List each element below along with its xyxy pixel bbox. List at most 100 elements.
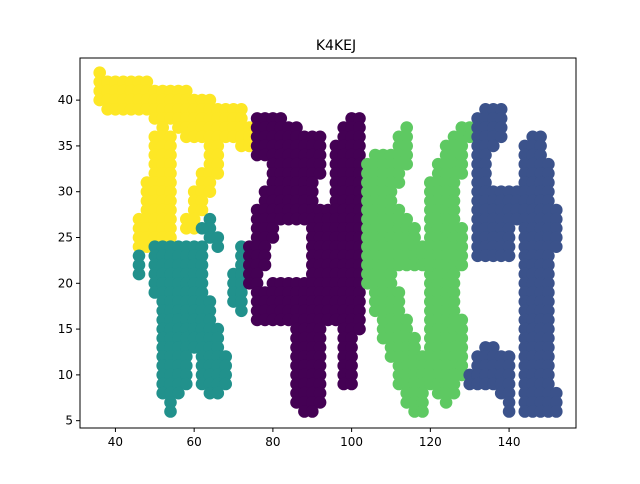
scatter-point (211, 240, 225, 253)
scatter-point (542, 331, 555, 345)
scatter-point (550, 386, 563, 400)
scatter-point (439, 396, 453, 409)
scatter-point (392, 286, 406, 299)
scatter-point (274, 112, 288, 125)
scatter-point (534, 148, 547, 162)
scatter-point (345, 377, 358, 391)
scatter-point (266, 231, 280, 244)
scatter-point (211, 157, 225, 171)
scatter-point (384, 185, 398, 198)
scatter-point (384, 277, 398, 290)
scatter-point (313, 130, 327, 144)
scatter-point (455, 341, 469, 354)
scatter-point (353, 322, 366, 336)
scatter-point (447, 176, 461, 189)
chart-title: K4KEJ (316, 38, 356, 54)
y-tick-label: 5 (65, 414, 73, 428)
scatter-point (195, 267, 209, 281)
scatter-point (502, 222, 516, 235)
scatter-point (164, 405, 177, 418)
scatter-point (455, 222, 469, 235)
scatter-point (219, 359, 232, 373)
scatter-point (195, 194, 209, 208)
scatter-point (195, 249, 209, 263)
scatter-point (416, 386, 429, 400)
scatter-point (235, 295, 248, 308)
scatter-point (195, 222, 209, 235)
scatter-point (550, 396, 563, 409)
scatter-point (345, 359, 358, 373)
scatter-point (550, 222, 563, 235)
scatter-point (542, 267, 555, 281)
scatter-point (542, 295, 555, 308)
scatter-point (502, 377, 516, 391)
scatter-point (219, 377, 232, 391)
scatter-point (211, 386, 225, 400)
scatter-point (494, 121, 508, 134)
scatter-point (487, 139, 500, 153)
scatter-point (400, 157, 414, 171)
scatter-point (400, 148, 414, 162)
scatter-point (306, 176, 319, 189)
scatter-point (534, 139, 547, 153)
scatter-point (180, 350, 193, 363)
scatter-point (250, 267, 264, 281)
scatter-point (290, 121, 303, 134)
scatter-point (487, 341, 500, 354)
points-layer (93, 66, 563, 418)
scatter-point (400, 313, 414, 327)
scatter-point (455, 249, 469, 263)
scatter-point (542, 322, 555, 336)
scatter-point (195, 203, 209, 217)
scatter-point (313, 368, 327, 382)
scatter-point (392, 176, 406, 189)
x-tick-label: 100 (340, 435, 363, 449)
scatter-point (542, 359, 555, 373)
scatter-point (353, 295, 366, 308)
scatter-point (447, 295, 461, 308)
scatter-point (195, 286, 209, 299)
scatter-point (313, 331, 327, 345)
scatter-point (266, 222, 280, 235)
scatter-point (345, 341, 358, 354)
scatter-point (353, 304, 366, 318)
scatter-point (447, 286, 461, 299)
scatter-point (542, 176, 555, 189)
scatter-point (455, 139, 469, 153)
scatter-point (235, 286, 248, 299)
scatter-point (400, 121, 414, 134)
scatter-point (455, 148, 469, 162)
scatter-point (313, 167, 327, 180)
x-tick-label: 40 (108, 435, 123, 449)
scatter-point (392, 203, 406, 217)
scatter-point (180, 84, 193, 98)
scatter-point (542, 313, 555, 327)
scatter-point (313, 341, 327, 354)
scatter-point (353, 286, 366, 299)
scatter-point (235, 304, 248, 318)
scatter-point (313, 377, 327, 391)
scatter-point (180, 368, 193, 382)
scatter-point (180, 377, 193, 391)
scatter-point (203, 295, 217, 308)
scatter-point (203, 93, 217, 107)
scatter-point (235, 112, 248, 125)
scatter-point (455, 240, 469, 253)
x-tick-label: 60 (187, 435, 202, 449)
scatter-point (203, 304, 217, 318)
scatter-point (479, 157, 492, 171)
scatter-point (542, 277, 555, 290)
scatter-point (384, 267, 398, 281)
scatter-point (542, 350, 555, 363)
scatter-point (400, 322, 414, 336)
scatter-point (502, 231, 516, 244)
scatter-point (542, 167, 555, 180)
scatter-point (542, 258, 555, 272)
scatter-point (313, 148, 327, 162)
scatter-point (306, 194, 319, 208)
scatter-point (164, 157, 177, 171)
x-axis: 40 60 80 100 120 140 (108, 428, 521, 449)
scatter-point (455, 167, 469, 180)
scatter-point (502, 350, 516, 363)
scatter-point (164, 185, 177, 198)
